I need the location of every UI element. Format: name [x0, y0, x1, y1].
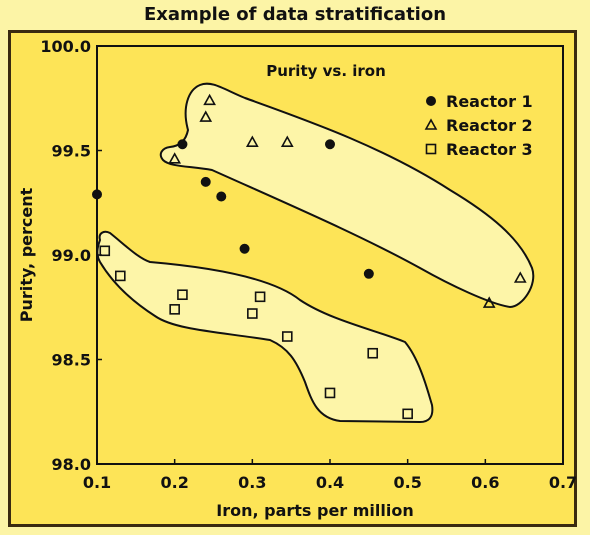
reactor-2-point [168, 152, 182, 164]
y-tick-label: 99.0 [52, 246, 91, 265]
legend: Reactor 1 Reactor 2 Reactor 3 [424, 92, 533, 159]
axes: 0.1 0.2 0.3 0.4 0.5 0.6 0.7 98.0 98.5 99.0 99.5 100… [17, 37, 577, 520]
reactor-1-point [92, 189, 102, 200]
reactor-1-point [177, 139, 188, 150]
legend-marker-reactor-3 [425, 143, 437, 155]
reactor-2-point [482, 296, 496, 308]
y-tick-label: 98.0 [52, 455, 91, 474]
x-tick-label: 0.3 [238, 473, 266, 492]
reactor-3-point [281, 331, 293, 342]
reactor-2-point [203, 93, 216, 106]
x-tick-label: 0.6 [471, 473, 499, 492]
x-tick-label: 0.2 [160, 473, 188, 492]
legend-marker-reactor-1 [426, 96, 436, 106]
reactor-3-point [367, 347, 379, 359]
reactor-3-point [169, 304, 180, 315]
x-tick-label: 0.5 [393, 473, 421, 492]
reactor-3-point [324, 387, 336, 399]
legend-marker-reactor-2 [424, 118, 438, 130]
x-axis-label: Iron, parts per million [216, 501, 414, 520]
y-tick-label: 98.5 [52, 351, 91, 370]
reactor-1-point [200, 176, 211, 187]
y-axis-label: Purity, percent [17, 187, 36, 322]
reactor-1-point [216, 191, 227, 202]
legend-label-reactor-1: Reactor 1 [446, 92, 533, 111]
reactor-2-point [280, 135, 294, 147]
reactor-1-point [363, 268, 374, 279]
reactor-3-region [96, 230, 434, 423]
reactor-3-point [254, 291, 266, 303]
reactor-2-point [199, 110, 213, 122]
data-points [92, 93, 527, 420]
reactor-1-point [325, 139, 335, 150]
y-tick-label: 99.5 [52, 142, 91, 161]
x-tick-label: 0.7 [549, 473, 577, 492]
legend-label-reactor-2: Reactor 2 [446, 116, 533, 135]
reactor-3-point [402, 408, 413, 420]
reactor-3-point [247, 308, 258, 319]
legend-label-reactor-3: Reactor 3 [446, 140, 533, 159]
plot-title: Purity vs. iron [266, 62, 386, 80]
reactor-2-point [513, 271, 527, 283]
reactor-1-point [239, 243, 250, 254]
figure-title: Example of data stratification [143, 4, 447, 25]
x-tick-label: 0.4 [316, 473, 344, 492]
x-tick-label: 0.1 [83, 473, 111, 492]
reactor-3-point [115, 270, 126, 282]
reactor-3-point [177, 289, 188, 301]
reactor-3-point [99, 245, 111, 257]
reactor-2-point [245, 135, 259, 147]
y-tick-label: 100.0 [40, 37, 91, 56]
